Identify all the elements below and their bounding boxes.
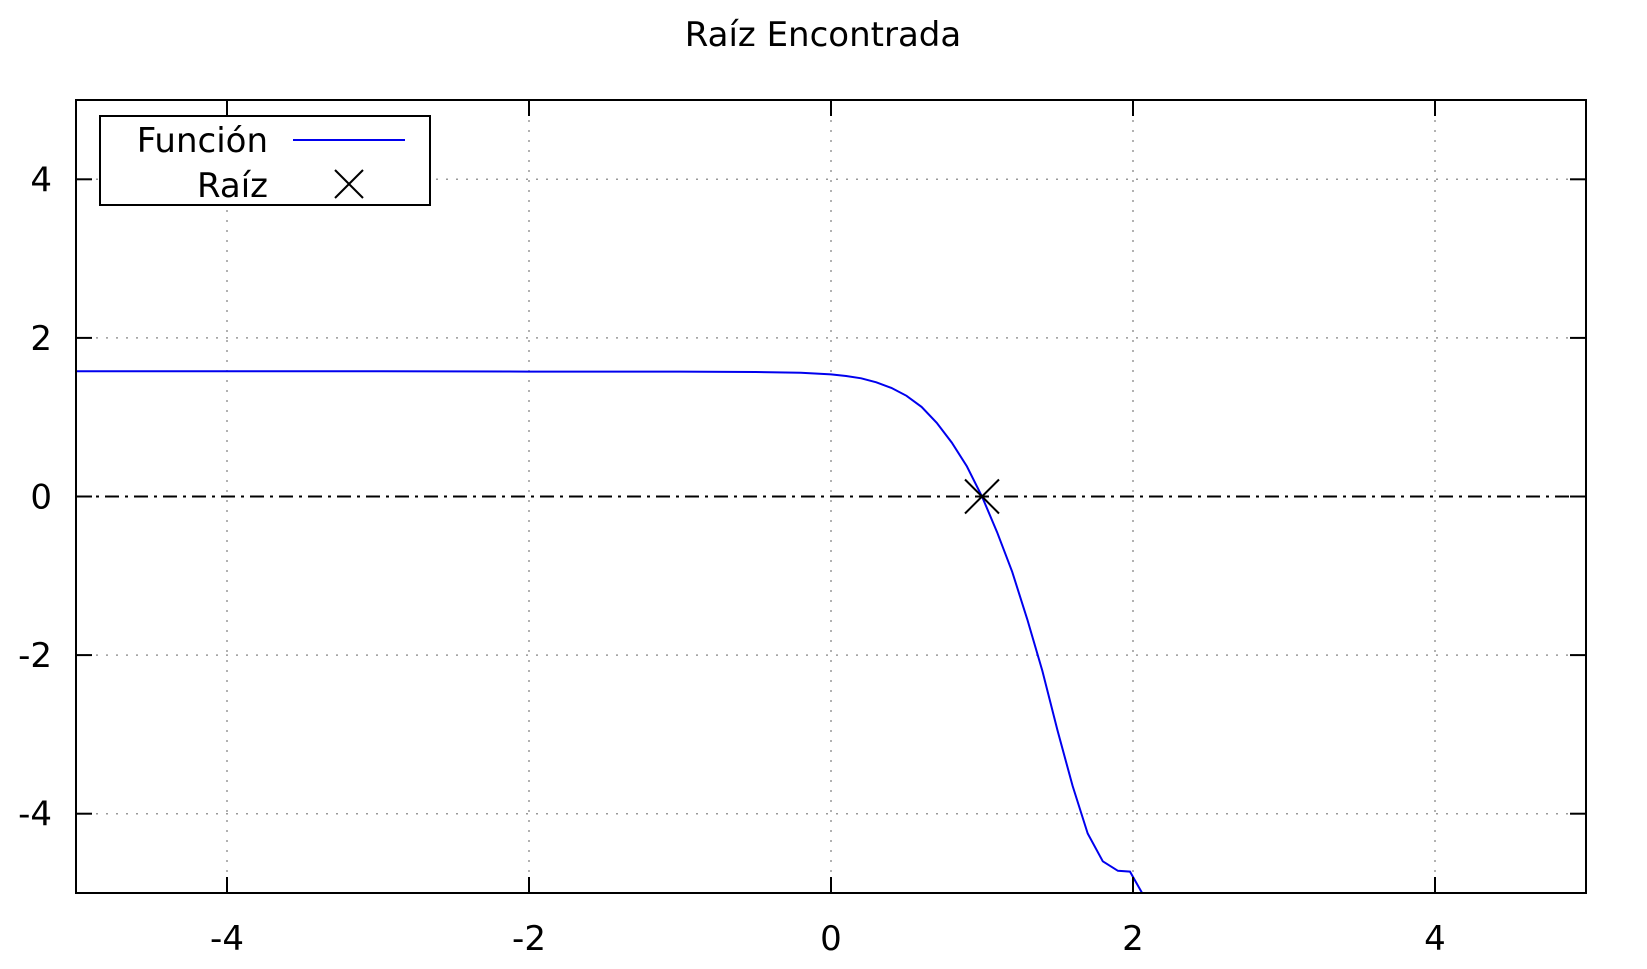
y-tick-label: 4: [30, 160, 52, 200]
legend-label-funcion: Función: [137, 121, 268, 161]
legend-x-marker: [334, 169, 364, 199]
legend: Función Raíz: [99, 115, 431, 206]
y-tick-label: -4: [18, 795, 52, 835]
root-marker: [964, 478, 1000, 515]
series-layer: [76, 370, 1143, 894]
ticks: [76, 100, 1586, 893]
legend-box: [99, 115, 431, 206]
chart-title: Raíz Encontrada: [685, 15, 961, 55]
y-tick-label: 0: [30, 478, 52, 518]
y-tick-label: -2: [18, 636, 52, 676]
legend-label-raiz: Raíz: [197, 166, 268, 206]
x-tick-label: -2: [512, 919, 546, 959]
tick-labels: -4 -2 0 2 4 -4 -2 0 2 4: [18, 160, 1446, 959]
y-tick-label: 2: [30, 319, 52, 359]
series-line-funcion: [76, 370, 1143, 894]
x-tick-label: 0: [820, 919, 842, 959]
x-tick-label: 2: [1122, 919, 1144, 959]
x-tick-label: -4: [210, 919, 244, 959]
x-tick-label: 4: [1424, 919, 1446, 959]
